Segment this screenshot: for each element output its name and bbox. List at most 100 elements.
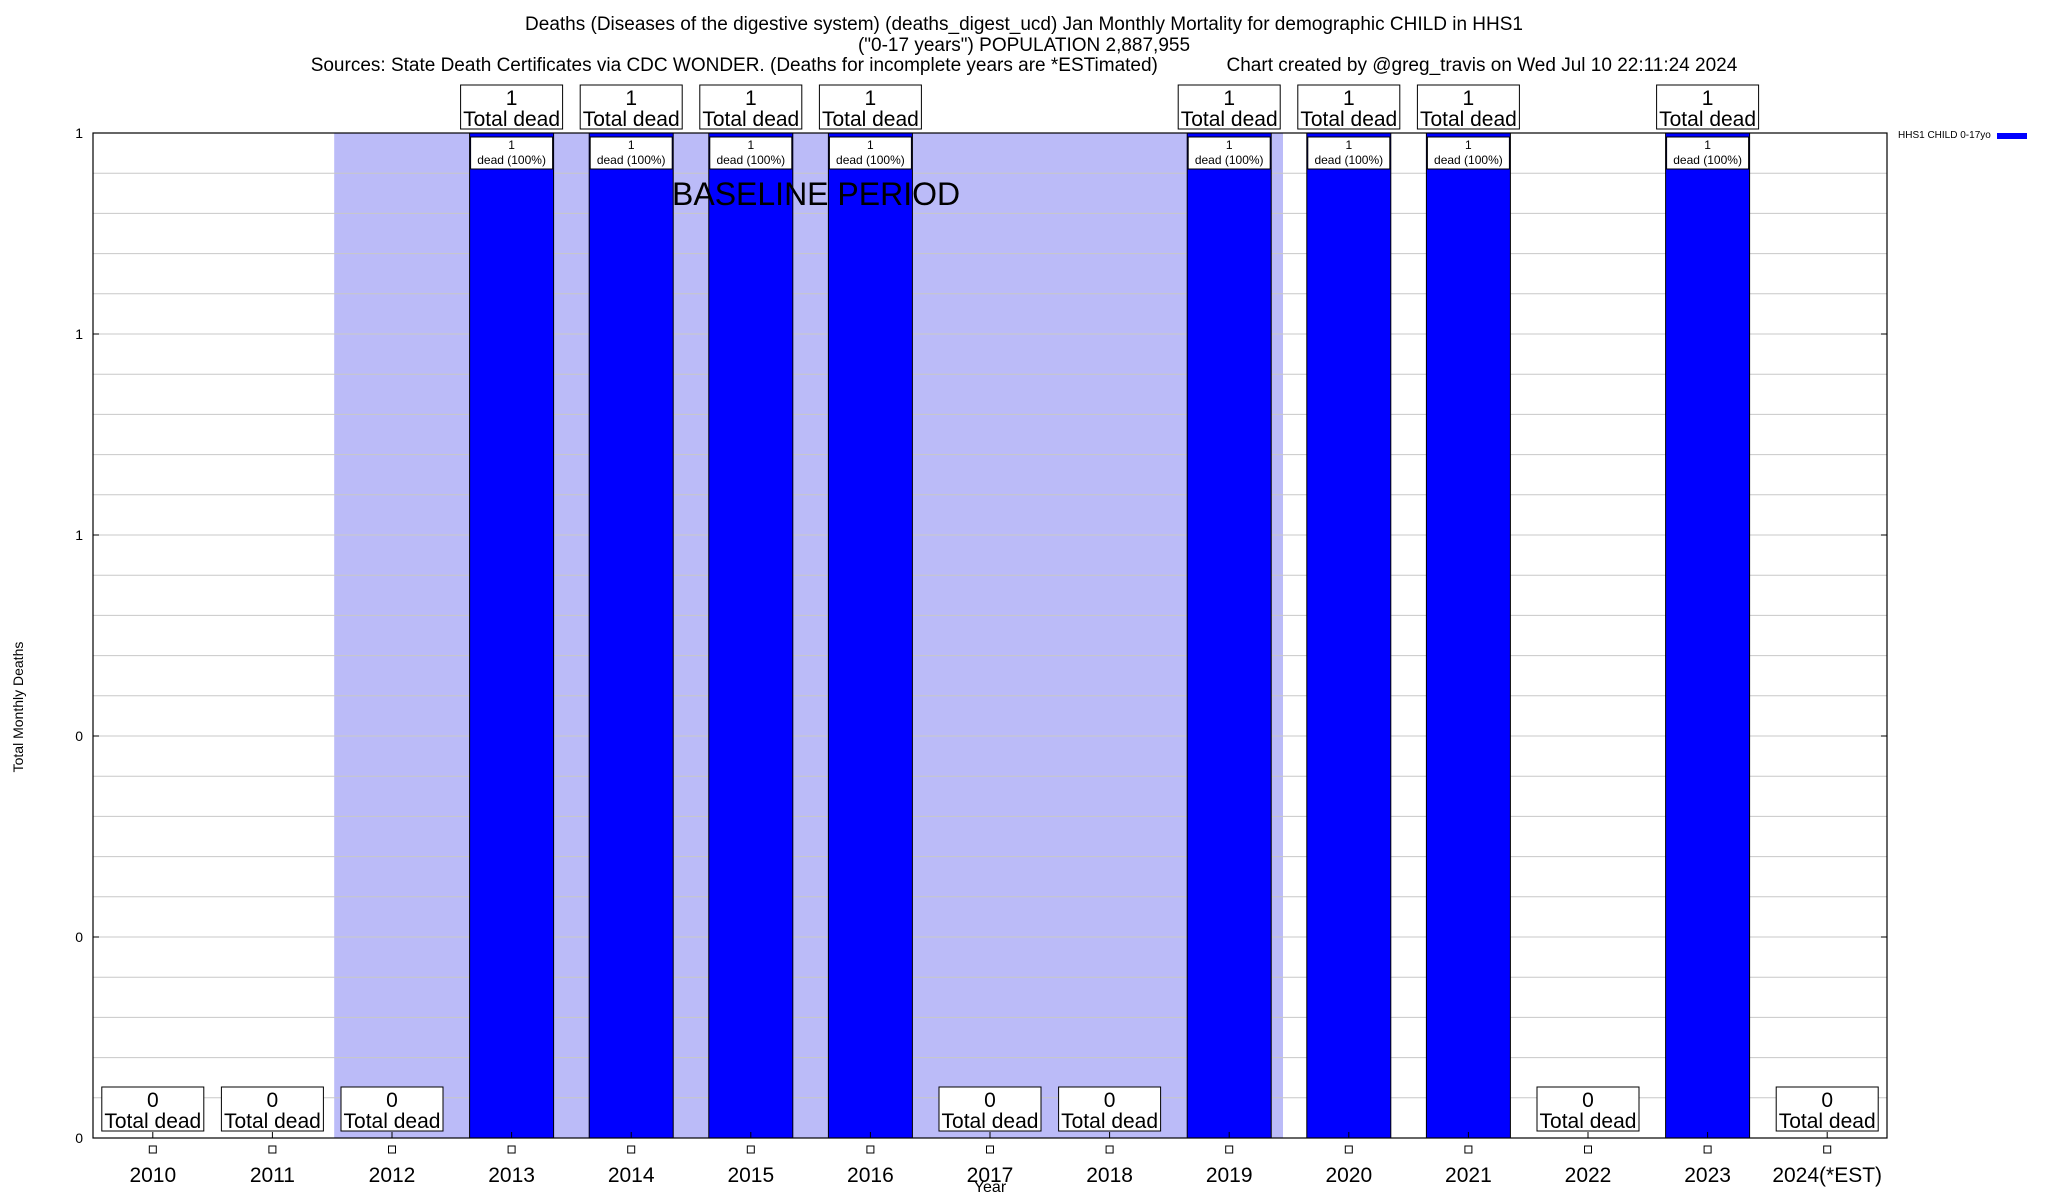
chart-source-line: Sources: State Death Certificates via CD… (310, 55, 1738, 76)
bar (469, 132, 555, 1139)
total-label-count: 1 (625, 87, 637, 110)
bar-label-count: 1 (628, 138, 635, 152)
total-label-text: Total dead (344, 1110, 441, 1133)
x-tick-marker (268, 1145, 277, 1154)
total-label-text: Total dead (1659, 108, 1756, 131)
x-tick-marker (1225, 1145, 1234, 1154)
x-tick-label: 2024(*EST) (1772, 1164, 1882, 1187)
x-tick-marker (627, 1145, 636, 1154)
total-label-text: Total dead (1540, 1110, 1637, 1133)
total-label-count: 1 (865, 87, 877, 110)
x-tick-label: 2022 (1565, 1164, 1612, 1187)
x-tick-label: 2011 (250, 1164, 295, 1187)
y-tick-label: 1 (75, 125, 83, 141)
total-label-text: Total dead (463, 108, 560, 131)
bar-label-box (709, 136, 793, 170)
baseline-period-label: BASELINE PERIOD (672, 176, 960, 212)
total-label-count: 1 (506, 87, 518, 110)
y-tick-label: 0 (75, 929, 83, 945)
legend: HHS1 CHILD 0-17yo (1898, 130, 2027, 141)
total-label-count: 0 (1582, 1089, 1594, 1112)
x-tick-marker (746, 1145, 755, 1154)
total-label-box (699, 84, 803, 130)
total-label-count: 1 (1702, 87, 1714, 110)
total-label-count: 1 (1463, 87, 1475, 110)
total-label-text: Total dead (104, 1110, 201, 1133)
total-label-box (1058, 1086, 1162, 1132)
total-label-text: Total dead (224, 1110, 321, 1133)
bar (1425, 132, 1511, 1139)
bar-label-box (1187, 136, 1271, 170)
x-tick-label: 2017 (967, 1164, 1014, 1187)
y-tick-label: 1 (75, 326, 83, 342)
total-label-box (340, 1086, 444, 1132)
bar (827, 132, 913, 1139)
x-tick-marker (866, 1145, 875, 1154)
total-label-count: 0 (386, 1089, 398, 1112)
x-tick-marker (1344, 1145, 1353, 1154)
bar-label-text: dead (100%) (1434, 153, 1503, 167)
x-tick-label: 2020 (1325, 1164, 1372, 1187)
bar-label-count: 1 (1465, 138, 1472, 152)
y-tick-label: 1 (75, 527, 83, 543)
total-label-box (1536, 1086, 1640, 1132)
x-tick-marker (1703, 1145, 1712, 1154)
legend-series-label: HHS1 CHILD 0-17yo (1898, 130, 1991, 141)
legend-swatch (1996, 132, 2027, 139)
y-tick-label: 0 (75, 728, 83, 744)
total-label-text: Total dead (1181, 108, 1278, 131)
bar-label-count: 1 (747, 138, 754, 152)
total-label-box (101, 1086, 205, 1132)
x-tick-label: 2016 (847, 1164, 894, 1187)
total-label-text: Total dead (1300, 108, 1397, 131)
x-tick-label: 2014 (608, 1164, 655, 1187)
y-axis-label: Total Monthly Deaths (10, 641, 26, 773)
bar-label-count: 1 (508, 138, 515, 152)
bar-label-count: 1 (1345, 138, 1352, 152)
bar-label-text: dead (100%) (597, 153, 666, 167)
bar (1306, 132, 1392, 1139)
total-label-box (1416, 84, 1520, 130)
x-tick-label: 2012 (369, 1164, 416, 1187)
total-label-box (938, 1086, 1042, 1132)
chart-subtitle: ("0-17 years") POPULATION 2,887,955 (857, 35, 1191, 56)
bar-label-text: dead (100%) (477, 153, 546, 167)
x-tick-marker (148, 1145, 157, 1154)
bar-label-text: dead (100%) (1314, 153, 1383, 167)
total-label-count: 0 (267, 1089, 279, 1112)
bar-label-box (589, 136, 673, 170)
x-tick-label: 2013 (488, 1164, 535, 1187)
total-label-text: Total dead (1420, 108, 1517, 131)
bar-label-text: dead (100%) (1195, 153, 1264, 167)
bar-label-text: dead (100%) (716, 153, 785, 167)
bar (1186, 132, 1272, 1139)
total-label-count: 1 (1343, 87, 1355, 110)
bar-label-box (1666, 136, 1750, 170)
bar-label-count: 1 (867, 138, 874, 152)
total-label-count: 1 (745, 87, 757, 110)
bar-label-text: dead (100%) (836, 153, 905, 167)
total-label-text: Total dead (1061, 1110, 1158, 1133)
x-tick-marker (1823, 1145, 1832, 1154)
total-label-box (1775, 1086, 1879, 1132)
x-tick-label: 2018 (1086, 1164, 1133, 1187)
bar (588, 132, 674, 1139)
total-label-box (1297, 84, 1401, 130)
total-label-box (460, 84, 564, 130)
bar-label-box (828, 136, 912, 170)
x-tick-label: 2015 (727, 1164, 774, 1187)
total-label-box (220, 1086, 324, 1132)
x-tick-label: 2010 (129, 1164, 176, 1187)
total-label-text: Total dead (822, 108, 919, 131)
total-label-count: 0 (1104, 1089, 1116, 1112)
y-tick-label: 0 (75, 1130, 83, 1146)
total-label-box (1177, 84, 1281, 130)
total-label-count: 0 (1821, 1089, 1833, 1112)
x-tick-label: 2019 (1206, 1164, 1253, 1187)
total-label-box (1656, 84, 1760, 130)
bar-label-count: 1 (1226, 138, 1233, 152)
x-tick-marker (1584, 1145, 1592, 1154)
x-tick-marker (1464, 1145, 1473, 1154)
total-label-count: 0 (984, 1089, 996, 1112)
